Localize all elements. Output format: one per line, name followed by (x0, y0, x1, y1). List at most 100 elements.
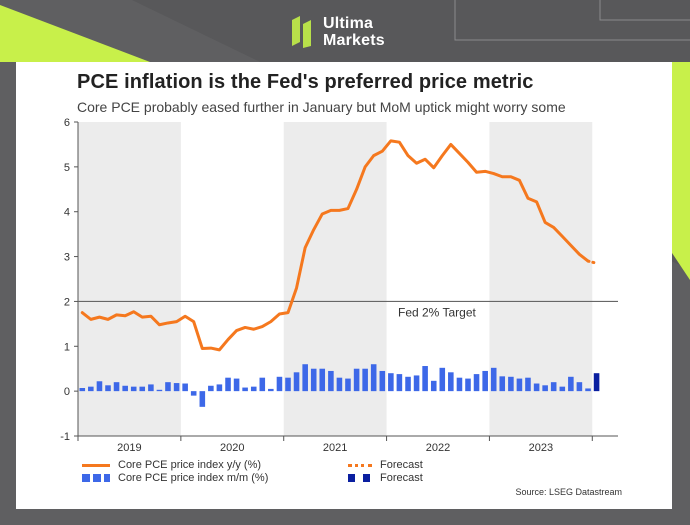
mm-bar (88, 386, 94, 392)
mm-bar (319, 368, 326, 392)
mm-bar (268, 388, 274, 392)
legend-item-mm: Core PCE price index m/m (%) (82, 472, 268, 484)
mm-bar (465, 378, 471, 392)
chart-card: -1 0 1 2 3 4 5 6 2019 2020 2021 2022 2023 Fed 2% Targ… (16, 62, 672, 509)
year-shade-band (283, 122, 387, 436)
year-shade-band (489, 122, 593, 436)
y-tick-label: 5 (64, 162, 70, 174)
mm-bar (122, 385, 128, 392)
legend-item-mm-forecast: Forecast (348, 472, 423, 484)
logo-bar-left (292, 16, 300, 46)
mm-bar (182, 383, 188, 392)
mm-bar (113, 382, 120, 392)
mm-bar (310, 368, 317, 392)
mm-bar (259, 377, 266, 392)
mm-bar (345, 378, 351, 392)
chart-title: PCE inflation is the Fed's preferred pri… (77, 71, 534, 93)
ultima-markets-logo-icon (292, 16, 311, 48)
mm-bar (293, 372, 300, 392)
source-note: Source: LSEG Datastream (515, 487, 622, 497)
mm-bar (568, 376, 574, 392)
mm-bar (362, 368, 368, 392)
mm-bar (482, 370, 488, 392)
mm-bar (430, 380, 437, 392)
mm-bar (216, 384, 223, 392)
mm-bar (208, 385, 214, 392)
x-tick-label: 2023 (529, 442, 553, 454)
mm-bar (105, 385, 111, 392)
legend-label-yy: Core PCE price index y/y (%) (118, 459, 262, 471)
x-tick-label: 2022 (426, 442, 450, 454)
mm-bar (96, 381, 103, 392)
mm-bar (542, 385, 548, 392)
mm-bar (79, 388, 86, 392)
yy-forecast-line (586, 259, 599, 265)
mm-bar (405, 376, 411, 392)
mm-bar (533, 383, 540, 392)
mm-bar (508, 376, 514, 392)
mm-bar (225, 377, 231, 392)
mm-bar (490, 367, 497, 392)
y-tick-label: 1 (64, 341, 70, 353)
mm-bar (473, 374, 480, 392)
mm-bar (516, 378, 523, 392)
legend-item-yy: Core PCE price index y/y (%) (82, 459, 261, 471)
mm-bar (165, 382, 171, 392)
x-tick-label: 2020 (220, 442, 244, 454)
mm-bar (199, 391, 206, 407)
mm-bar (499, 376, 506, 392)
mm-bar (336, 377, 343, 392)
chart-canvas: -1 0 1 2 3 4 5 6 2019 2020 2021 2022 2023 Fed 2% Targ… (60, 117, 618, 454)
legend-item-yy-forecast: Forecast (348, 459, 423, 471)
y-tick-label: 2 (64, 296, 70, 308)
mm-bar (353, 368, 360, 392)
mm-bar (302, 364, 308, 392)
y-tick-label: 4 (64, 207, 70, 219)
mm-bar (148, 384, 154, 392)
mm-bar (585, 388, 591, 392)
brand-line-1: Ultima (323, 15, 374, 32)
brand-name: Ultima Markets (323, 15, 385, 49)
mm-bar (396, 374, 403, 392)
mm-bar (559, 386, 566, 392)
mm-bar (388, 373, 394, 392)
mm-bar (173, 383, 180, 392)
y-tick-label: 0 (64, 386, 70, 398)
year-shade-band (78, 122, 181, 436)
mm-bar (242, 387, 248, 392)
x-tick-label: 2019 (117, 442, 141, 454)
mm-bar (233, 378, 240, 392)
bar-swatch-icon (82, 474, 110, 482)
legend-label-mm: Core PCE price index m/m (%) (118, 472, 269, 484)
legend-label-yy-forecast: Forecast (380, 459, 423, 471)
mm-bar (276, 376, 283, 392)
brand-line-2: Markets (323, 32, 385, 49)
mm-bar (250, 386, 257, 392)
y-tick-label: 6 (64, 117, 70, 129)
yy-series-line (80, 139, 590, 352)
mm-bar (190, 391, 197, 396)
mm-bar (439, 367, 446, 392)
y-tick-label: 3 (64, 252, 70, 264)
mm-bar (448, 372, 454, 392)
mm-bar (130, 386, 137, 392)
forecast-bar-swatch-icon (348, 474, 372, 482)
solid-line-swatch-icon (82, 463, 110, 467)
mm-bar (285, 377, 291, 392)
mm-bar (550, 382, 557, 392)
x-tick-label: 2021 (323, 442, 347, 454)
chart-subtitle: Core PCE probably eased further in Janua… (77, 99, 566, 115)
dotted-line-swatch-icon (348, 463, 372, 467)
brand: Ultima Markets (292, 15, 385, 49)
logo-bar-right (303, 20, 311, 48)
mm-bar (156, 389, 163, 392)
mm-bar (413, 375, 420, 392)
mm-bar (576, 382, 583, 392)
mm-bar (328, 370, 334, 392)
mm-bar (139, 386, 146, 392)
mm-bar (456, 377, 463, 392)
fed-target-label: Fed 2% Target (398, 305, 476, 319)
mm-bar (370, 364, 377, 392)
legend-label-mm-forecast: Forecast (380, 472, 423, 484)
mm-bar (593, 373, 600, 392)
